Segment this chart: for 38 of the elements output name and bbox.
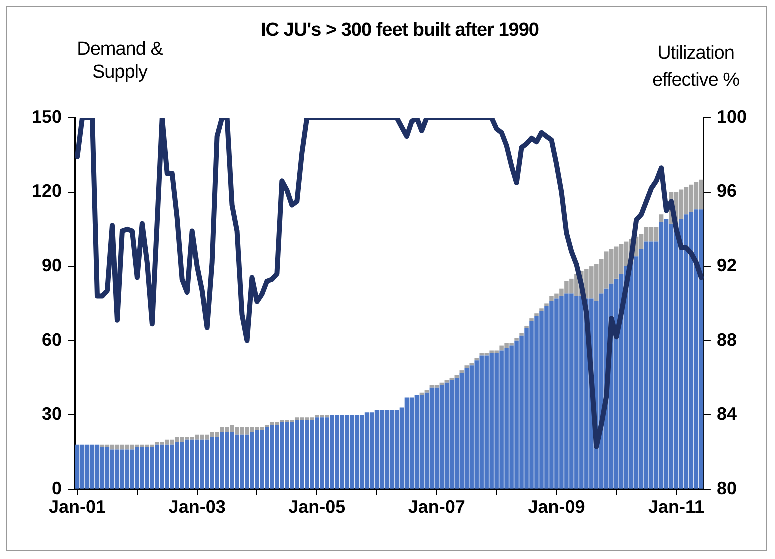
bar [514,338,519,341]
bar [540,308,544,312]
y2-tick-label: 100 [716,106,748,127]
y2-tick-label: 88 [716,330,737,350]
y-tick-label: 90 [42,256,62,276]
x-tick-label: Jan-05 [288,497,346,518]
y2-tick-label: 92 [716,256,737,276]
x-tick-label: Jan-01 [49,497,106,518]
y-tick-label: 120 [32,181,62,202]
bar [420,392,424,396]
bar [524,326,529,328]
y-tick-label: 150 [32,106,62,127]
bar [474,358,479,361]
bar [440,382,444,386]
y-tick-label: 60 [42,330,62,350]
y-axis-title: Demand & Supply [76,38,164,84]
x-tick-label: Jan-03 [168,497,226,518]
y-tick-label: 30 [42,404,62,424]
bar [530,318,534,322]
bar [464,366,469,368]
y2-tick-label: 80 [716,478,737,498]
y2-tick-label: 96 [716,181,737,202]
bar [470,363,474,366]
chart-title: IC JU's > 300 feet built after 1990 [260,20,540,42]
bar [659,214,664,222]
bar [460,370,464,374]
y2-axis-title: Utilization effective % [651,42,741,93]
bar [424,390,430,393]
bar [450,378,454,380]
bar [444,380,450,383]
x-tick-label: Jan-11 [648,497,705,518]
x-tick-label: Jan-07 [408,497,466,518]
y-tick-label: 0 [52,478,62,498]
bar [534,314,539,316]
x-tick-label: Jan-09 [528,497,586,518]
bar [544,304,549,306]
bar [520,333,524,336]
y2-tick-label: 84 [716,404,737,424]
